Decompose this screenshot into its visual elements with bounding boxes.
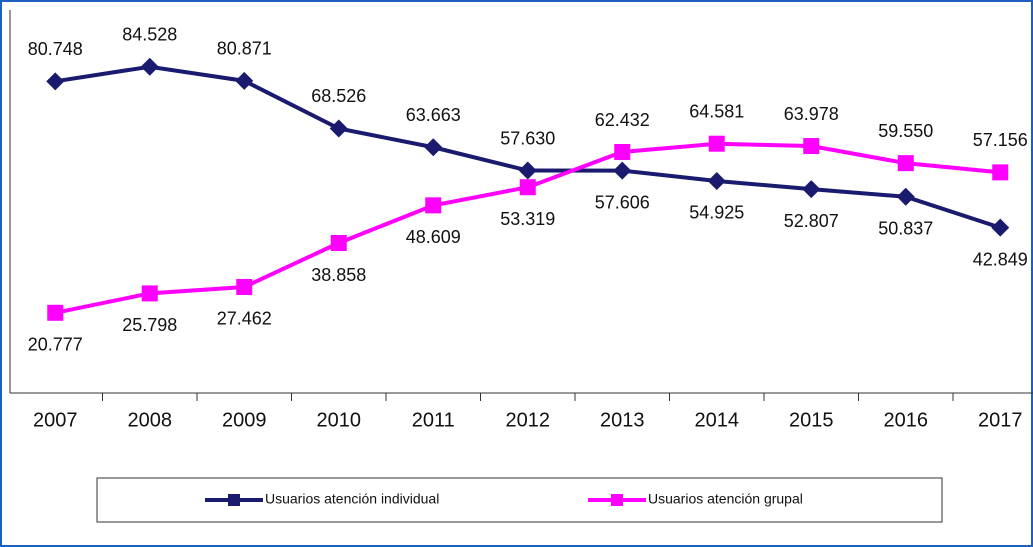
marker [425,197,442,214]
x-tick-label: 2008 [128,409,173,431]
marker [46,72,65,91]
legend-marker [611,494,623,506]
data-label: 57.606 [595,192,650,212]
x-tick-label: 2009 [222,409,267,431]
data-label: 48.609 [406,227,461,247]
legend-marker [228,494,240,506]
marker [140,57,159,76]
x-tick-label: 2012 [506,409,551,431]
x-tick-label: 2010 [317,409,362,431]
marker [613,161,632,180]
data-label: 54.925 [689,203,744,223]
marker [329,119,348,138]
legend-label: Usuarios atención individual [265,491,439,507]
data-label: 63.663 [406,105,461,125]
marker [707,171,726,190]
data-label: 57.630 [500,128,555,148]
data-label: 38.858 [311,265,366,285]
data-label: 27.462 [217,309,272,329]
marker [519,179,536,196]
marker [992,164,1009,181]
x-tick-label: 2016 [884,409,929,431]
marker [47,304,64,321]
marker [803,138,820,155]
data-label: 80.871 [217,39,272,59]
x-tick-label: 2007 [33,409,78,431]
marker [141,285,158,302]
data-label: 64.581 [689,101,744,121]
marker [896,187,915,206]
data-label: 50.837 [878,219,933,239]
data-label: 84.528 [122,24,177,44]
data-label: 80.748 [28,39,83,59]
data-label: 20.777 [28,335,83,355]
x-tick-label: 2015 [789,409,834,431]
marker [518,161,537,180]
marker [235,71,254,90]
marker [330,235,347,252]
x-tick-label: 2017 [978,409,1023,431]
data-label: 42.849 [973,249,1028,269]
legend-label: Usuarios atención grupal [648,491,803,507]
x-tick-label: 2014 [695,409,740,431]
data-label: 52.807 [784,211,839,231]
x-tick-label: 2011 [412,409,455,431]
x-tick-label: 2013 [600,409,645,431]
data-label: 59.550 [878,121,933,141]
data-label: 68.526 [311,86,366,106]
data-label: 57.156 [973,130,1028,150]
marker [708,135,725,152]
marker [991,218,1010,237]
data-label: 53.319 [500,209,555,229]
marker [424,138,443,157]
data-label: 62.432 [595,110,650,130]
marker [897,155,914,172]
data-label: 63.978 [784,104,839,124]
data-label: 25.798 [122,315,177,335]
marker [614,144,631,161]
marker [236,278,253,295]
marker [802,180,821,199]
